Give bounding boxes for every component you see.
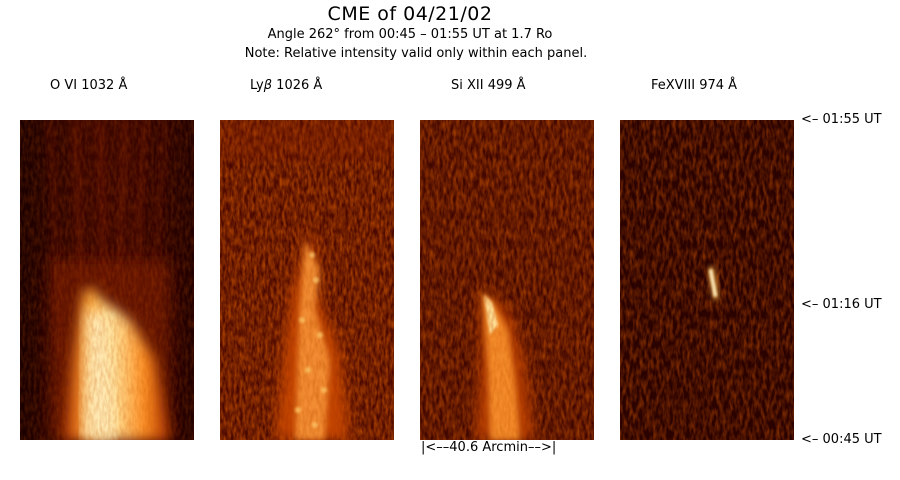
panel-fe-xviii-heatmap <box>620 120 794 440</box>
panel-label-o-vi-text: O VI 1032 Å <box>50 78 128 93</box>
panel-label-ly-text: Ly <box>250 78 264 93</box>
panel-label-ly-beta: Lyβ 1026 Å <box>250 78 322 93</box>
panel-label-beta-symbol: β <box>263 78 273 93</box>
time-label-middle: <– 01:16 UT <box>801 297 882 312</box>
time-label-top: <– 01:55 UT <box>801 112 882 127</box>
panel-si-xii-image <box>420 120 594 440</box>
panel-label-si-xii: Si XII 499 Å <box>451 78 526 93</box>
panel-label-si-xii-text: Si XII 499 Å <box>451 78 526 93</box>
panel-o-vi-heatmap <box>20 120 194 440</box>
panel-o-vi-image <box>20 120 194 440</box>
chart-note: Note: Relative intensity valid only with… <box>244 46 588 61</box>
scale-bar-label: |<––40.6 Arcmin––>| <box>421 440 557 455</box>
chart-title: CME of 04/21/02 <box>327 3 493 25</box>
panel-ly-beta-image <box>220 120 394 440</box>
panel-si-xii-heatmap <box>420 120 594 440</box>
chart-subtitle: Angle 262° from 00:45 – 01:55 UT at 1.7 … <box>267 27 553 42</box>
time-label-bottom: <– 00:45 UT <box>801 432 882 447</box>
panel-label-ly-wavelength: 1026 Å <box>272 78 323 93</box>
panel-label-fe-xviii-text: FeXVIII 974 Å <box>651 78 738 93</box>
panel-ly-beta-heatmap <box>220 120 394 440</box>
panel-label-fe-xviii: FeXVIII 974 Å <box>651 78 737 93</box>
panel-fe-xviii-image <box>620 120 794 440</box>
panel-label-o-vi: O VI 1032 Å <box>50 78 127 93</box>
